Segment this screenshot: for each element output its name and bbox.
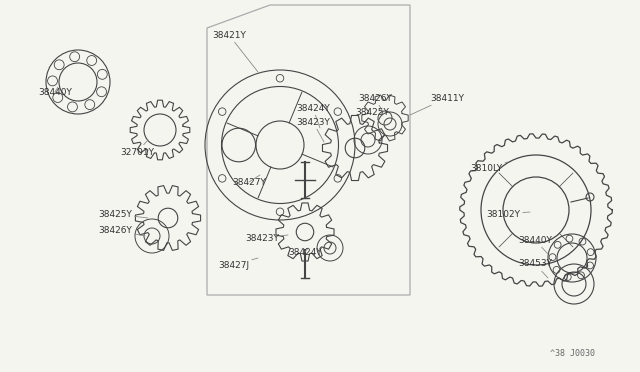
Text: 38427Y: 38427Y	[232, 175, 266, 186]
Text: 38427J: 38427J	[218, 258, 258, 269]
Text: 38426Y: 38426Y	[98, 225, 145, 236]
Text: 38421Y: 38421Y	[212, 31, 258, 72]
Text: 38424Y: 38424Y	[296, 103, 330, 128]
Text: 38453Y: 38453Y	[518, 260, 552, 278]
Text: 38423Y: 38423Y	[296, 118, 330, 142]
Text: ^38 J0030: ^38 J0030	[550, 349, 595, 358]
Text: 38440Y: 38440Y	[38, 87, 72, 96]
Text: 38411Y: 38411Y	[410, 93, 464, 115]
Text: 38425Y: 38425Y	[355, 108, 389, 120]
Text: 38423Y: 38423Y	[245, 234, 288, 243]
Text: 3810LY: 3810LY	[470, 162, 508, 173]
Text: 38440Y: 38440Y	[518, 235, 552, 254]
Text: 32701Y: 32701Y	[120, 140, 154, 157]
Text: 38424Y: 38424Y	[288, 247, 322, 257]
Text: 38425Y: 38425Y	[98, 209, 148, 218]
Text: 38102Y: 38102Y	[486, 209, 530, 218]
Text: 38426Y: 38426Y	[358, 93, 392, 112]
